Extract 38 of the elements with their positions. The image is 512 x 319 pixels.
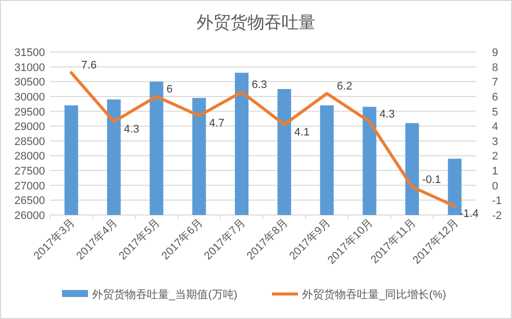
y2-tick-label: -2 <box>492 210 502 222</box>
y2-tick-label: 6 <box>492 91 498 104</box>
y-tick-label: 30000 <box>14 91 45 104</box>
y2-tick-label: 7 <box>492 76 498 89</box>
legend-label: 外贸货物吞吐量_当期值(万吨) <box>92 288 238 301</box>
y-tick-label: 26000 <box>14 210 45 222</box>
y-tick-label: 29000 <box>14 121 45 134</box>
y2-tick-label: 8 <box>492 62 498 74</box>
data-label: 6.3 <box>252 79 267 92</box>
data-label: 4.3 <box>124 124 140 136</box>
line-series <box>70 71 456 208</box>
y2-tick-label: 4 <box>492 121 498 134</box>
y2-tick-label: 2 <box>492 150 498 163</box>
y-tick-label: 31500 <box>14 47 45 59</box>
data-label: 6.2 <box>336 80 352 92</box>
y2-tick-label: -1 <box>492 195 502 208</box>
y-tick-label: 26500 <box>14 195 45 208</box>
y2-tick-label: 3 <box>492 136 498 148</box>
data-label: -1.4 <box>460 208 479 220</box>
y2-tick-label: 5 <box>492 106 498 118</box>
data-label: 7.6 <box>81 60 97 72</box>
y-tick-label: 30500 <box>14 76 45 89</box>
y-tick-label: 29500 <box>14 106 45 118</box>
y2-tick-label: 1 <box>492 166 498 178</box>
data-label: -0.1 <box>422 174 442 186</box>
y-tick-label: 27500 <box>14 166 45 178</box>
data-label: 4.7 <box>209 118 224 130</box>
y2-tick-label: 0 <box>492 180 498 192</box>
data-label: 4.1 <box>294 126 310 139</box>
legend-label: 外贸货物吞吐量_同比增长(%) <box>302 288 446 301</box>
y-tick-label: 27000 <box>14 180 45 192</box>
y-tick-label: 31000 <box>14 62 45 74</box>
y2-tick-label: 9 <box>492 47 498 59</box>
data-label: 4.3 <box>380 108 395 121</box>
chart-title: 外贸货物吞吐量 <box>196 13 316 32</box>
data-label: 6 <box>166 83 173 96</box>
y-tick-label: 28500 <box>14 136 45 148</box>
y-tick-label: 28000 <box>14 150 45 163</box>
